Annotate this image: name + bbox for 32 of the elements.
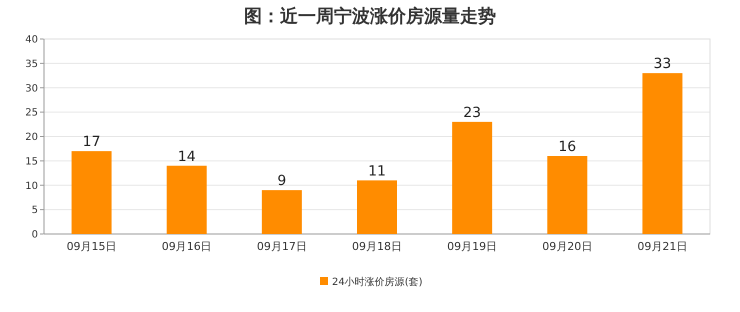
y-tick-label: 5 bbox=[32, 205, 38, 216]
x-tick-label: 09月16日 bbox=[162, 240, 212, 253]
y-tick-label: 15 bbox=[25, 156, 38, 168]
x-tick-label: 09月18日 bbox=[352, 240, 402, 253]
bar bbox=[166, 166, 207, 234]
data-label: 14 bbox=[178, 148, 196, 165]
y-tick-label: 25 bbox=[25, 108, 38, 119]
bar bbox=[357, 180, 397, 234]
chart-title: 图：近一周宁波涨价房源量走势 bbox=[244, 6, 496, 27]
y-tick-label: 35 bbox=[25, 58, 38, 70]
legend-label: 24小时涨价房源(套) bbox=[332, 276, 423, 288]
data-label: 11 bbox=[368, 163, 386, 180]
x-tick-label: 09月15日 bbox=[66, 240, 117, 253]
y-tick-label: 0 bbox=[32, 230, 38, 240]
data-label: 16 bbox=[558, 139, 576, 155]
x-tick-label: 09月21日 bbox=[637, 240, 688, 253]
x-tick-label: 09月20日 bbox=[542, 240, 592, 253]
bar bbox=[72, 151, 112, 234]
bar bbox=[262, 190, 302, 234]
bar bbox=[642, 73, 682, 234]
data-label: 17 bbox=[82, 134, 100, 150]
bar bbox=[452, 122, 492, 234]
x-tick-label: 09月19日 bbox=[447, 240, 498, 253]
data-label: 23 bbox=[463, 104, 482, 121]
bar bbox=[547, 156, 588, 234]
data-label: 9 bbox=[277, 173, 286, 190]
x-tick-label: 09月17日 bbox=[256, 240, 307, 253]
y-tick-label: 20 bbox=[25, 132, 38, 143]
y-tick-label: 40 bbox=[25, 34, 38, 46]
y-tick-label: 10 bbox=[25, 180, 38, 192]
y-tick-label: 30 bbox=[25, 83, 38, 94]
data-label: 33 bbox=[654, 56, 672, 72]
